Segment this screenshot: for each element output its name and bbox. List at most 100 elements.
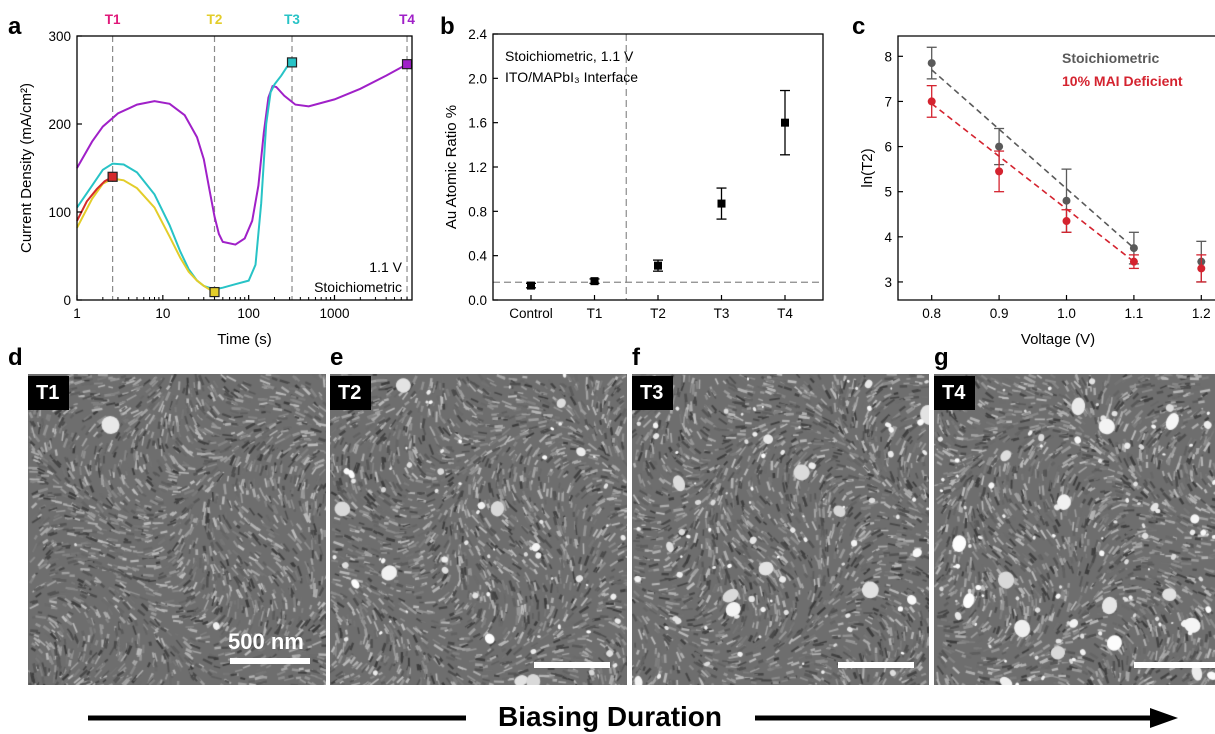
x-tick-label: T3 <box>714 306 730 321</box>
y-tick-label: 4 <box>884 230 892 245</box>
x-tick-label: T4 <box>777 306 793 321</box>
data-point <box>1129 244 1138 253</box>
sem-image-t3: T3 <box>632 374 929 685</box>
data-point <box>527 281 535 290</box>
y-tick-label: 0.4 <box>468 249 487 264</box>
y-tick-label: 2.4 <box>468 27 487 42</box>
series-line-1 <box>76 61 293 291</box>
y-tick-label: 5 <box>884 185 892 200</box>
series-end-marker-1 <box>286 57 298 68</box>
panel-b-letter: b <box>440 13 455 40</box>
y-tick-label: 6 <box>884 140 892 155</box>
x-axis-label: Time (s) <box>217 331 271 348</box>
marker-label-t4: T4 <box>399 12 415 27</box>
data-point <box>1197 264 1206 273</box>
scale-bar <box>1134 662 1215 668</box>
y-tick-label: 2.0 <box>468 71 487 86</box>
fit-line-1 <box>931 103 1135 263</box>
scale-bar-text: 500 nm <box>228 629 304 654</box>
y-tick-label: 7 <box>884 94 892 109</box>
y-tick-label: 200 <box>48 117 71 132</box>
sem-image-t4: T4 <box>934 374 1215 685</box>
data-point <box>654 261 662 270</box>
sem-texture <box>28 374 326 685</box>
data-point <box>1129 257 1138 266</box>
x-tick-label: T2 <box>650 306 666 321</box>
sem-tag-t2: T2 <box>330 376 372 410</box>
y-tick-label: 0 <box>63 293 71 308</box>
data-point <box>1062 217 1071 226</box>
panel-a-current-density-chart: T1 T2 T3 T4 0 100 200 300 1 10 100 1000 Time (s) Curr… <box>18 12 415 348</box>
biasing-duration-label: Biasing Duration <box>497 701 722 732</box>
series-line-3 <box>76 175 114 222</box>
x-tick-label: 100 <box>237 306 260 321</box>
y-tick-label: 3 <box>884 275 892 290</box>
scale-bar <box>838 662 914 668</box>
x-tick-label: 1000 <box>319 306 349 321</box>
sem-image-t1: T1 500 nm <box>28 374 326 685</box>
data-point <box>995 142 1004 151</box>
series-line-2 <box>76 177 215 293</box>
y-tick-label: 0.8 <box>468 204 487 219</box>
y-axis-label: Au Atomic Ratio % <box>443 105 460 229</box>
sem-image-t2: T2 <box>330 374 627 685</box>
annotation-line2: ITO/MAPbI₃ Interface <box>505 69 638 85</box>
x-tick-label: 1.0 <box>1057 306 1076 321</box>
marker-label-t3: T3 <box>284 12 300 27</box>
data-point <box>590 277 599 286</box>
plot-frame <box>897 35 1215 301</box>
annotation-composition: Stoichiometric <box>314 279 402 295</box>
y-tick-label: 1.2 <box>468 160 487 175</box>
series-end-marker-0 <box>401 59 413 70</box>
data-point <box>927 97 936 106</box>
x-tick-label: T1 <box>587 306 603 321</box>
x-axis-label: Voltage (V) <box>1021 331 1095 348</box>
panel-g-letter: g <box>934 344 949 371</box>
x-tick-label: 1 <box>73 306 81 321</box>
x-tick-label: 10 <box>155 306 170 321</box>
sem-texture <box>330 374 627 685</box>
annotation-line1: Stoichiometric, 1.1 V <box>505 48 634 64</box>
sem-tag-t1: T1 <box>28 376 70 410</box>
y-tick-label: 0.0 <box>468 293 487 308</box>
y-axis-label: ln(T2) <box>859 148 876 187</box>
y-tick-label: 300 <box>48 29 71 44</box>
sem-tag-t4: T4 <box>934 376 976 410</box>
panel-e-letter: e <box>330 344 344 371</box>
data-point <box>1062 196 1071 205</box>
panel-c-letter: c <box>852 13 865 40</box>
series-end-marker-3 <box>107 171 118 182</box>
data-point <box>995 167 1004 176</box>
annotation-voltage: 1.1 V <box>369 259 402 275</box>
panel-b-au-ratio-chart: 0.0 0.4 0.8 1.2 1.6 2.0 2.4 Control T1 T2 T3 T4 Au A… <box>443 27 824 321</box>
y-axis-label: Current Density (mA/cm²) <box>18 83 35 253</box>
arrow-head <box>1150 708 1178 728</box>
sem-tag-t3: T3 <box>632 376 674 410</box>
plot-frame <box>76 35 413 301</box>
x-tick-label: Control <box>509 306 553 321</box>
data-point <box>927 59 936 68</box>
x-tick-label: 0.8 <box>922 306 941 321</box>
data-point <box>717 199 726 208</box>
scale-bar <box>230 658 310 664</box>
y-tick-label: 1.6 <box>468 116 487 131</box>
sem-texture <box>934 374 1215 685</box>
marker-label-t2: T2 <box>207 12 223 27</box>
panel-d-letter: d <box>8 344 23 371</box>
scale-bar <box>534 662 610 668</box>
y-tick-label: 100 <box>48 205 71 220</box>
series-end-marker-2 <box>209 286 220 298</box>
x-tick-label: 1.2 <box>1192 306 1211 321</box>
legend-mai-deficient: 10% MAI Deficient <box>1062 73 1183 89</box>
data-point <box>781 118 789 127</box>
x-tick-label: 0.9 <box>990 306 1009 321</box>
x-tick-label: 1.1 <box>1125 306 1144 321</box>
marker-label-t1: T1 <box>105 12 121 27</box>
fit-line-0 <box>931 69 1135 249</box>
y-tick-label: 8 <box>884 49 892 64</box>
series-line-0 <box>76 63 408 246</box>
panel-f-letter: f <box>632 344 640 371</box>
panel-c-voltage-chart: 3 4 5 6 7 8 0.8 0.9 1.0 1.1 1.2 Voltage (V) ln(T2) St… <box>859 35 1215 348</box>
panel-a-letter: a <box>8 13 22 40</box>
